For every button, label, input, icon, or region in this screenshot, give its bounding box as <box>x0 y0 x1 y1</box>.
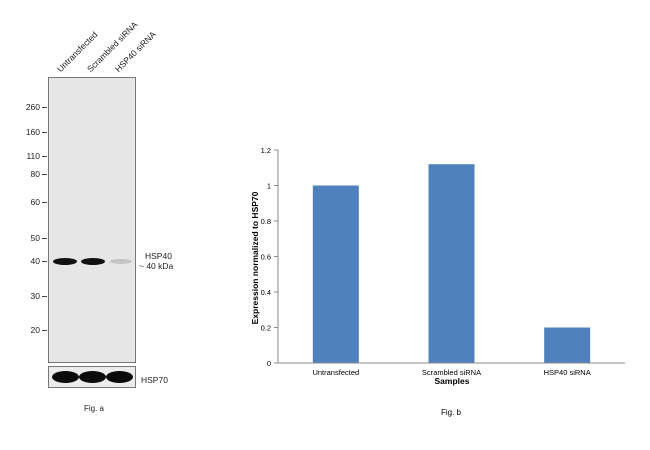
y-tick-label: 0 <box>267 359 271 368</box>
x-category-label: Untransfected <box>312 368 359 377</box>
y-axis-ticks: 0 0.2 0.4 0.6 0.8 1 1.2 <box>261 146 278 368</box>
band-hsp40-sirna <box>110 259 132 264</box>
mw-marker-160: 160 <box>25 127 40 137</box>
y-tick-label: 1 <box>267 182 271 191</box>
band-hsp70-scrambled <box>79 371 106 383</box>
mw-marker-80: 80 <box>30 169 40 179</box>
bar-0 <box>312 185 359 363</box>
y-tick-label: 1.2 <box>261 146 271 155</box>
mw-marker-20: 20 <box>30 325 40 335</box>
loading-control-label: HSP70 <box>141 375 168 385</box>
target-size-label: ~ 40 kDa <box>139 261 174 271</box>
mw-tick <box>42 330 47 331</box>
bar-2 <box>544 327 591 363</box>
mw-tick <box>42 296 47 297</box>
y-tick-label: 0.8 <box>261 217 271 226</box>
mw-tick <box>42 202 47 203</box>
loading-control-blot <box>48 366 136 388</box>
bar-1 <box>428 164 475 363</box>
y-tick-label: 0.6 <box>261 253 271 262</box>
mw-marker-260: 260 <box>25 102 40 112</box>
mw-tick <box>42 261 47 262</box>
mw-tick <box>42 238 47 239</box>
x-category-label: HSP40 siRNA <box>544 368 591 377</box>
mw-tick <box>42 174 47 175</box>
mw-tick <box>42 107 47 108</box>
fig-a-caption: Fig. a <box>84 404 105 413</box>
mw-marker-30: 30 <box>30 291 40 301</box>
band-hsp40-scrambled <box>81 258 105 265</box>
mw-marker-60: 60 <box>30 197 40 207</box>
bars <box>312 164 591 363</box>
blot-membrane <box>48 77 136 363</box>
y-axis-title: Expression normalized to HSP70 <box>250 191 260 324</box>
mw-marker-50: 50 <box>30 233 40 243</box>
band-hsp40-untransfected <box>53 258 77 265</box>
target-label: HSP40 <box>145 251 172 261</box>
band-hsp70-untransfected <box>52 371 79 383</box>
band-hsp70-sirna <box>106 371 133 383</box>
y-tick-label: 0.2 <box>261 324 271 333</box>
fig-b-caption: Fig. b <box>441 408 462 417</box>
western-blot-panel: Untransfected Scrambled siRNA HSP40 siRN… <box>0 0 220 450</box>
mw-marker-40: 40 <box>30 256 40 266</box>
x-axis-title: Samples <box>435 376 470 386</box>
mw-marker-110: 110 <box>26 151 40 161</box>
y-tick-label: 0.4 <box>261 288 271 297</box>
x-axis-categories: Untransfected Scrambled siRNA HSP40 siRNA <box>312 368 590 377</box>
x-category-label: Scrambled siRNA <box>422 368 481 377</box>
mw-tick <box>42 156 47 157</box>
mw-tick <box>42 132 47 133</box>
